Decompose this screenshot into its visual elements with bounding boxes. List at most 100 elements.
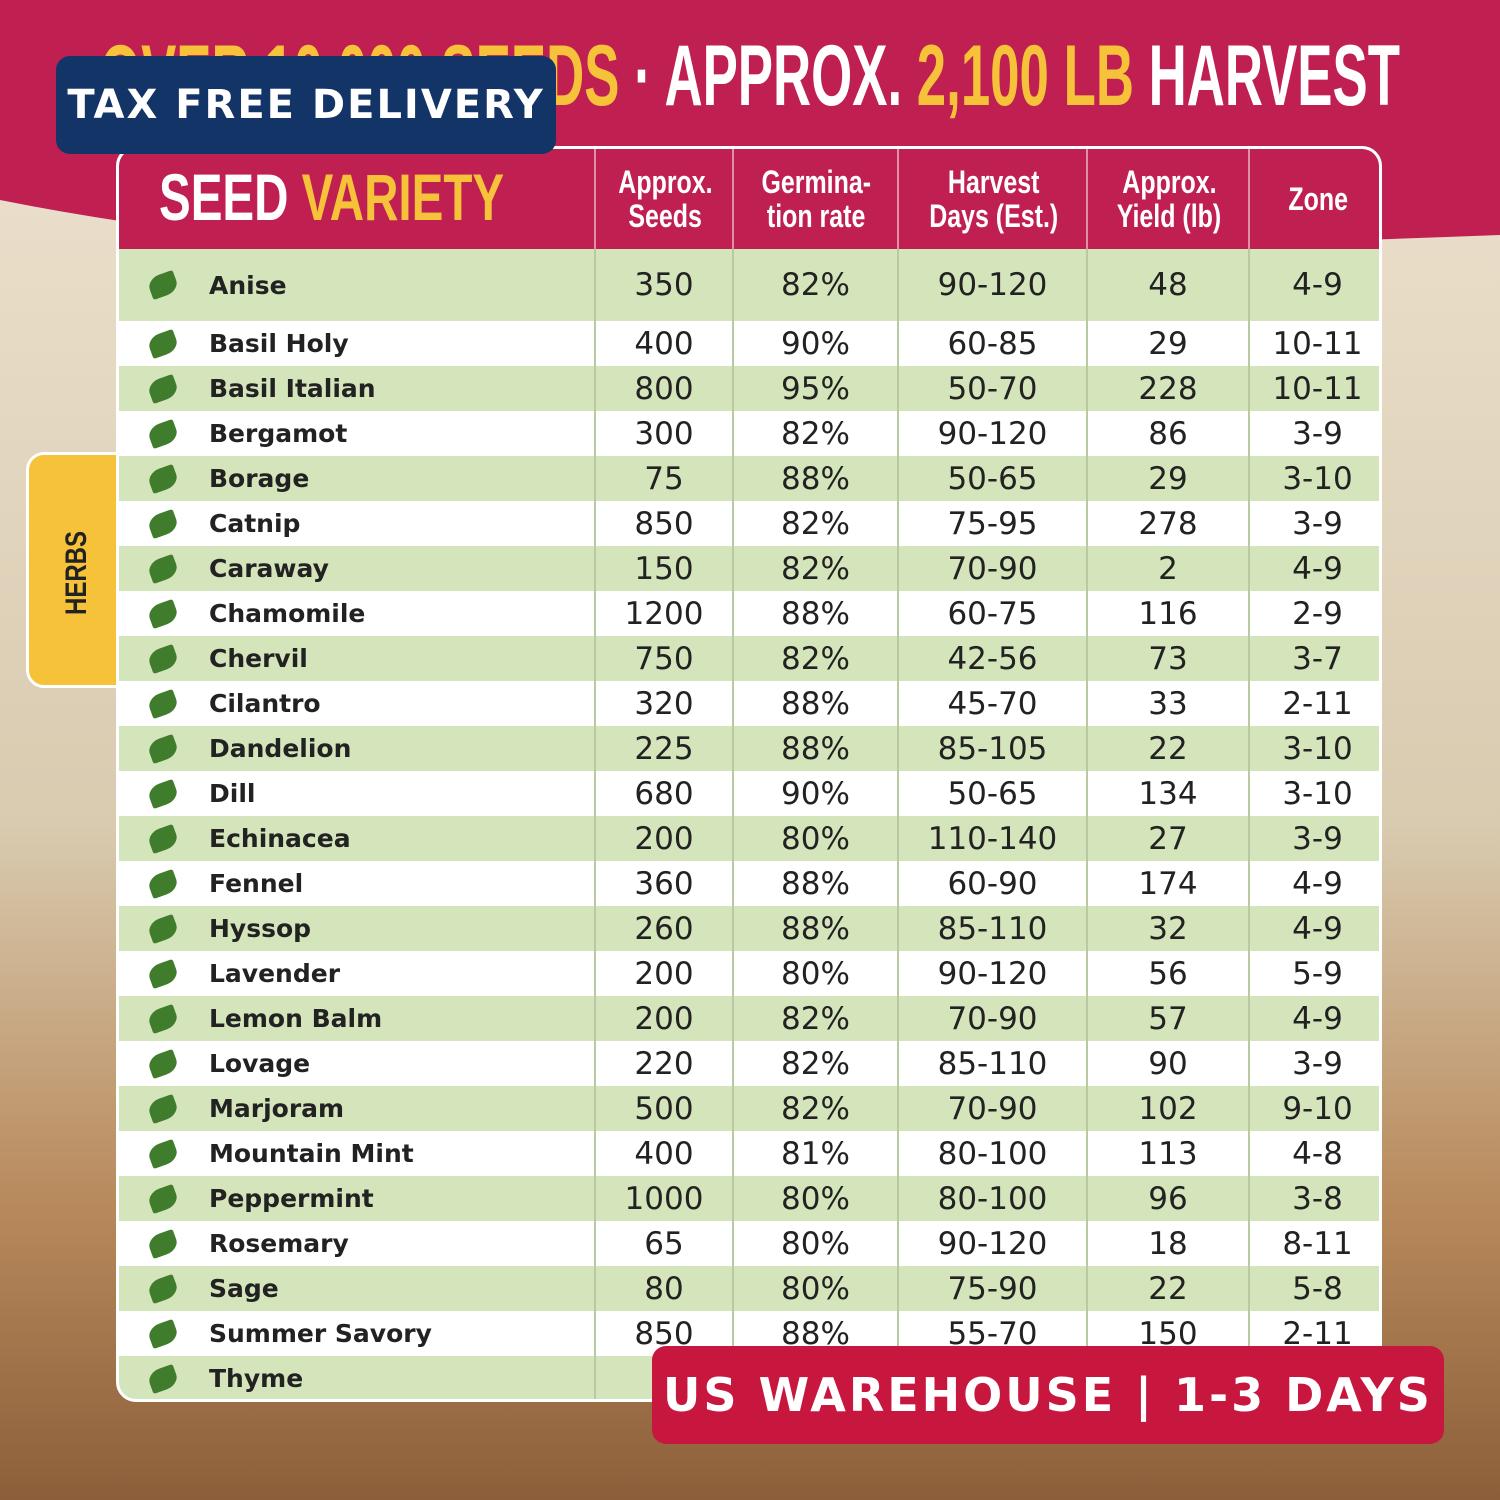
table-row: Lovage 220 82% 85-110 90 3-9 bbox=[119, 1041, 1379, 1087]
table-row: Dill 680 90% 50-65 134 3-10 bbox=[119, 771, 1379, 817]
table-cell: 10-11 bbox=[1248, 321, 1379, 366]
table-cell: 5-9 bbox=[1248, 951, 1379, 996]
table-cell: 22 bbox=[1086, 726, 1248, 771]
table-cell: 850 bbox=[594, 1311, 732, 1356]
table-cell: 80-100 bbox=[897, 1176, 1086, 1221]
herb-icon bbox=[146, 823, 180, 854]
table-cell: 2-11 bbox=[1248, 681, 1379, 726]
table-cell: 33 bbox=[1086, 681, 1248, 726]
herb-icon bbox=[146, 269, 180, 301]
table-cell: 116 bbox=[1086, 591, 1248, 636]
herb-icon bbox=[146, 1183, 180, 1214]
headline-part: HARVEST bbox=[1134, 28, 1400, 124]
table-cell: 82% bbox=[732, 996, 897, 1041]
table-cell: 4-9 bbox=[1248, 249, 1379, 321]
table-cell: 60-85 bbox=[897, 321, 1086, 366]
table-row: Rosemary 65 80% 90-120 18 8-11 bbox=[119, 1221, 1379, 1267]
table-cell: 3-7 bbox=[1248, 636, 1379, 681]
table-cell: 96 bbox=[1086, 1176, 1248, 1221]
column-header: Germina-tion rate bbox=[732, 149, 899, 249]
table-cell: 29 bbox=[1086, 321, 1248, 366]
table-cell: 29 bbox=[1086, 456, 1248, 501]
table-row: Mountain Mint 400 81% 80-100 113 4-8 bbox=[119, 1131, 1379, 1177]
table-row: Borage 75 88% 50-65 29 3-10 bbox=[119, 456, 1379, 502]
headline-part: 2,100 LB bbox=[917, 28, 1134, 124]
herb-icon bbox=[146, 418, 180, 449]
table-cell: 82% bbox=[732, 1041, 897, 1086]
variety-name: Basil Holy bbox=[119, 321, 594, 366]
table-cell: 4-9 bbox=[1248, 861, 1379, 906]
column-header: Harvest Days (Est.) bbox=[897, 149, 1088, 249]
variety-name: Hyssop bbox=[119, 906, 594, 951]
table-row: Hyssop 260 88% 85-110 32 4-9 bbox=[119, 906, 1379, 952]
table-cell: 57 bbox=[1086, 996, 1248, 1041]
title-part: SEED bbox=[159, 160, 289, 234]
herb-icon bbox=[146, 733, 180, 764]
table-cell: 110-140 bbox=[897, 816, 1086, 861]
column-header: Approx. Yield (lb) bbox=[1086, 149, 1250, 249]
table-cell: 90-120 bbox=[897, 249, 1086, 321]
variety-name: Mountain Mint bbox=[119, 1131, 594, 1176]
table-row: Fennel 360 88% 60-90 174 4-9 bbox=[119, 861, 1379, 907]
table-cell: 45-70 bbox=[897, 681, 1086, 726]
table-cell: 8-11 bbox=[1248, 1221, 1379, 1266]
table-cell: 80 bbox=[594, 1266, 732, 1311]
table-cell: 134 bbox=[1086, 771, 1248, 816]
table-cell: 56 bbox=[1086, 951, 1248, 996]
table-cell: 80% bbox=[732, 951, 897, 996]
column-header: Approx. Seeds bbox=[594, 149, 734, 249]
column-header-line: Zone bbox=[1288, 181, 1349, 217]
table-cell: 90-120 bbox=[897, 1221, 1086, 1266]
column-header-line: Approx. bbox=[617, 164, 713, 200]
table-cell: 80% bbox=[732, 816, 897, 861]
table-cell: 3-9 bbox=[1248, 411, 1379, 456]
table-cell: 82% bbox=[732, 546, 897, 591]
table-cell: 90% bbox=[732, 771, 897, 816]
table-cell: 88% bbox=[732, 591, 897, 636]
table-cell: 70-90 bbox=[897, 996, 1086, 1041]
table-row: Sage 80 80% 75-90 22 5-8 bbox=[119, 1266, 1379, 1312]
table-cell: 82% bbox=[732, 501, 897, 546]
table-cell: 200 bbox=[594, 816, 732, 861]
table-cell: 3-9 bbox=[1248, 1041, 1379, 1086]
variety-name: Chamomile bbox=[119, 591, 594, 636]
herb-icon bbox=[146, 1318, 180, 1349]
herb-icon bbox=[146, 868, 180, 899]
column-header: Zone bbox=[1248, 149, 1379, 249]
table-cell: 680 bbox=[594, 771, 732, 816]
table-cell: 90% bbox=[732, 321, 897, 366]
column-header-line: Approx. bbox=[1121, 164, 1217, 200]
table-cell: 113 bbox=[1086, 1131, 1248, 1176]
table-cell: 80% bbox=[732, 1221, 897, 1266]
table-row: Cilantro 320 88% 45-70 33 2-11 bbox=[119, 681, 1379, 727]
variety-name: Thyme bbox=[119, 1356, 594, 1399]
herb-icon bbox=[146, 553, 180, 584]
table-cell: 500 bbox=[594, 1086, 732, 1131]
table-cell: 81% bbox=[732, 1131, 897, 1176]
herb-icon bbox=[146, 913, 180, 944]
herb-icon bbox=[146, 643, 180, 674]
variety-name: Catnip bbox=[119, 501, 594, 546]
table-cell: 70-90 bbox=[897, 1086, 1086, 1131]
table-cell: 2-11 bbox=[1248, 1311, 1379, 1356]
table-cell: 88% bbox=[732, 726, 897, 771]
variety-name: Marjoram bbox=[119, 1086, 594, 1131]
table-cell: 86 bbox=[1086, 411, 1248, 456]
table-cell: 150 bbox=[1086, 1311, 1248, 1356]
variety-name: Sage bbox=[119, 1266, 594, 1311]
variety-name: Dandelion bbox=[119, 726, 594, 771]
column-header-line: Seeds bbox=[628, 198, 702, 234]
table-row: Chervil 750 82% 42-56 73 3-7 bbox=[119, 636, 1379, 682]
table-cell: 350 bbox=[594, 249, 732, 321]
table-row: Echinacea 200 80% 110-140 27 3-9 bbox=[119, 816, 1379, 862]
warehouse-badge: US WAREHOUSE | 1-3 DAYS bbox=[652, 1346, 1444, 1444]
table-row: Basil Italian 800 95% 50-70 228 10-11 bbox=[119, 366, 1379, 412]
variety-name: Peppermint bbox=[119, 1176, 594, 1221]
table-cell: 2-9 bbox=[1248, 591, 1379, 636]
headline-part: · APPROX. bbox=[619, 28, 916, 124]
table-cell: 400 bbox=[594, 321, 732, 366]
column-header-line: Germina- bbox=[761, 164, 872, 200]
table-cell: 73 bbox=[1086, 636, 1248, 681]
side-tab-label: HERBS bbox=[60, 530, 93, 616]
